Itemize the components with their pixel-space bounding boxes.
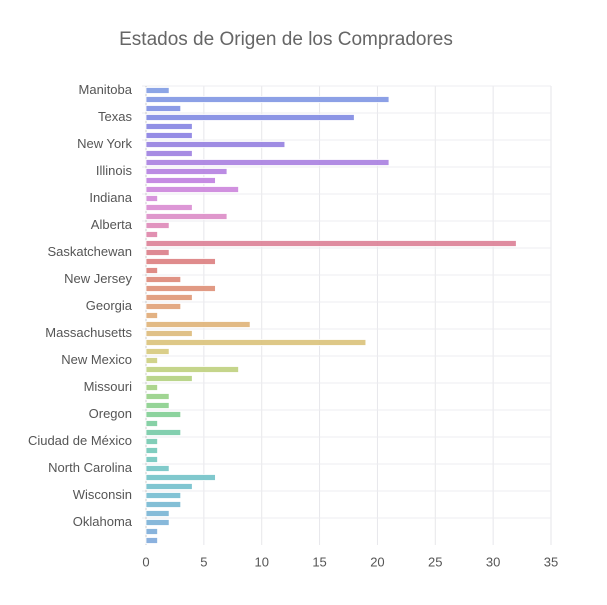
bar — [145, 447, 158, 454]
bar — [145, 168, 228, 175]
y-tick-label: Ciudad de México — [28, 433, 132, 448]
bar — [145, 348, 170, 355]
y-tick-label: Indiana — [89, 190, 132, 205]
x-tick-label: 25 — [428, 554, 442, 569]
y-tick-label: Oklahoma — [73, 514, 133, 529]
bar — [145, 537, 158, 544]
bar — [145, 258, 216, 265]
x-tick-label: 20 — [370, 554, 384, 569]
y-tick-label: Oregon — [89, 406, 132, 421]
bar — [145, 474, 216, 481]
bar — [145, 105, 182, 112]
bar — [145, 141, 286, 148]
bar — [145, 492, 182, 499]
x-tick-label: 0 — [142, 554, 149, 569]
y-tick-label: Missouri — [84, 379, 133, 394]
bar — [145, 150, 193, 157]
bar — [145, 420, 158, 427]
bar — [145, 204, 193, 211]
bar — [145, 294, 193, 301]
bar — [145, 96, 390, 103]
bar — [145, 384, 158, 391]
bar — [145, 465, 170, 472]
bar — [145, 456, 158, 463]
bar — [145, 339, 367, 346]
x-tick-label: 35 — [544, 554, 558, 569]
bar — [145, 429, 182, 436]
x-tick-label: 10 — [254, 554, 268, 569]
y-tick-label: New York — [77, 136, 132, 151]
y-tick-label: Georgia — [86, 298, 133, 313]
bar — [145, 240, 517, 247]
bar — [145, 438, 158, 445]
bar — [145, 366, 239, 373]
bar — [145, 249, 170, 256]
bar — [145, 528, 158, 535]
bar — [145, 123, 193, 130]
y-tick-label: Massachusetts — [45, 325, 132, 340]
bar — [145, 312, 158, 319]
bar — [145, 357, 158, 364]
bar — [145, 483, 193, 490]
chart-title: Estados de Origen de los Compradores — [119, 29, 453, 50]
bar — [145, 501, 182, 508]
y-tick-label: Texas — [98, 109, 132, 124]
bar — [145, 114, 355, 121]
y-tick-label: North Carolina — [48, 460, 133, 475]
x-tick-label: 15 — [312, 554, 326, 569]
y-tick-label: Illinois — [96, 163, 133, 178]
x-tick-label: 30 — [486, 554, 500, 569]
bar — [145, 213, 228, 220]
y-tick-label: Manitoba — [79, 82, 133, 97]
bar — [145, 222, 170, 229]
bar — [145, 330, 193, 337]
bar — [145, 303, 182, 310]
bar — [145, 375, 193, 382]
bar — [145, 411, 182, 418]
bar — [145, 285, 216, 292]
bar — [145, 159, 390, 166]
bar — [145, 510, 170, 517]
bar — [145, 519, 170, 526]
bar — [145, 177, 216, 184]
x-tick-label: 5 — [200, 554, 207, 569]
bar — [145, 321, 251, 328]
y-tick-label: New Mexico — [61, 352, 132, 367]
y-tick-label: Alberta — [91, 217, 133, 232]
bar — [145, 132, 193, 139]
y-tick-label: Wisconsin — [73, 487, 132, 502]
bar — [145, 186, 239, 193]
y-tick-label: New Jersey — [64, 271, 132, 286]
bar — [145, 195, 158, 202]
y-tick-label: Saskatchewan — [47, 244, 132, 259]
bar — [145, 231, 158, 238]
bar — [145, 402, 170, 409]
bar — [145, 393, 170, 400]
bar — [145, 276, 182, 283]
bar — [145, 267, 158, 274]
bar — [145, 87, 170, 94]
